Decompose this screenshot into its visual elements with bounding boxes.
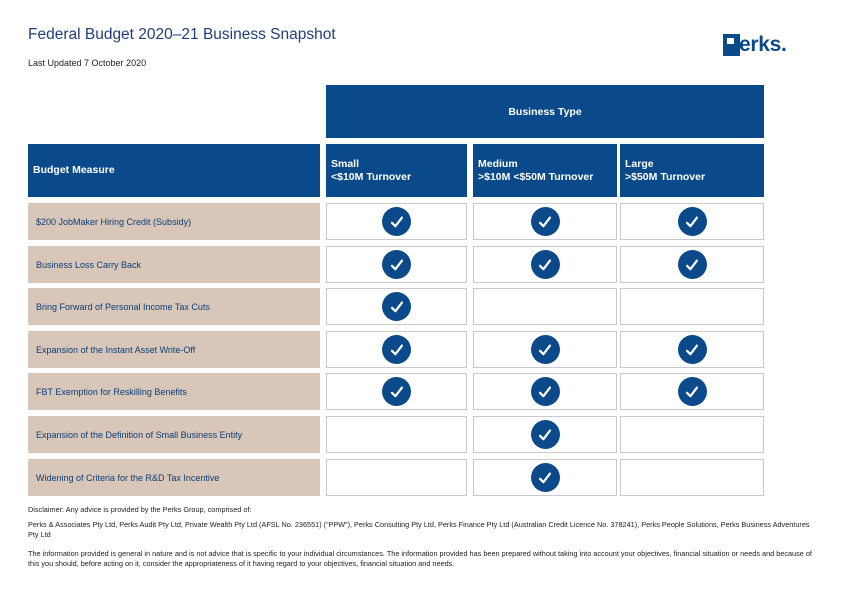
table-cell-medium — [473, 288, 617, 325]
table-cell-large — [620, 203, 764, 240]
check-circle-icon — [530, 463, 560, 492]
row-label: FBT Exemption for Reskilling Benefits — [28, 373, 320, 410]
row-label: Widening of Criteria for the R&D Tax Inc… — [28, 459, 320, 496]
table-cell-medium — [473, 246, 617, 283]
business-type-header: Business Type — [326, 85, 764, 138]
budget-measure-header: Budget Measure — [28, 144, 320, 197]
table-cell-large — [620, 246, 764, 283]
check-circle-icon — [530, 335, 560, 364]
table-cell-medium — [473, 459, 617, 496]
check-circle-icon — [382, 335, 411, 364]
check-circle-icon — [382, 292, 411, 321]
table-cell-medium — [473, 373, 617, 410]
check-circle-icon — [677, 250, 707, 279]
table-cell-small — [326, 459, 467, 496]
table-cell-small — [326, 288, 467, 325]
entities-text: Perks & Associates Pty Ltd, Perks Audit … — [28, 520, 810, 539]
table-cell-large — [620, 459, 764, 496]
check-circle-icon — [530, 377, 560, 406]
column-header-line1: Small — [331, 157, 360, 170]
check-circle-icon — [530, 250, 560, 279]
budget-measure-header-label: Budget Measure — [33, 164, 115, 176]
row-label: Expansion of the Instant Asset Write-Off — [28, 331, 320, 368]
table-cell-small — [326, 331, 467, 368]
column-header-medium: Medium >$10M <$50M Turnover — [473, 144, 617, 197]
table-cell-small — [326, 203, 467, 240]
check-circle-icon — [382, 250, 411, 279]
check-circle-icon — [677, 207, 707, 236]
check-circle-icon — [677, 377, 707, 406]
table-cell-medium — [473, 331, 617, 368]
column-header-line1: Large — [625, 157, 654, 170]
row-label: Bring Forward of Personal Income Tax Cut… — [28, 288, 320, 325]
table-cell-small — [326, 246, 467, 283]
check-circle-icon — [382, 377, 411, 406]
check-circle-icon — [382, 207, 411, 236]
column-header-line1: Medium — [478, 157, 518, 170]
logo-text: erks. — [739, 33, 787, 56]
row-label: Business Loss Carry Back — [28, 246, 320, 283]
column-header-line2: >$10M <$50M Turnover — [478, 170, 594, 183]
logo-mark — [723, 34, 740, 56]
row-label: $200 JobMaker Hiring Credit (Subsidy) — [28, 203, 320, 240]
column-header-small: Small <$10M Turnover — [326, 144, 467, 197]
check-circle-icon — [530, 207, 560, 236]
row-label: Expansion of the Definition of Small Bus… — [28, 416, 320, 453]
last-updated: Last Updated 7 October 2020 — [28, 58, 147, 68]
disclaimer-text: Disclaimer: Any advice is provided by th… — [28, 505, 252, 514]
table-cell-medium — [473, 416, 617, 453]
column-header-line2: <$10M Turnover — [331, 170, 412, 183]
general-info-text: The information provided is general in n… — [28, 549, 812, 568]
check-circle-icon — [677, 335, 707, 364]
table-cell-medium — [473, 203, 617, 240]
table-cell-small — [326, 373, 467, 410]
perks-logo: erks. — [723, 34, 787, 56]
table-cell-large — [620, 373, 764, 410]
column-header-large: Large >$50M Turnover — [620, 144, 764, 197]
table-cell-large — [620, 288, 764, 325]
table-cell-large — [620, 331, 764, 368]
table-cell-small — [326, 416, 467, 453]
check-circle-icon — [530, 420, 560, 449]
table-cell-large — [620, 416, 764, 453]
page-title: Federal Budget 2020–21 Business Snapshot — [28, 26, 336, 43]
column-header-line2: >$50M Turnover — [625, 170, 706, 183]
